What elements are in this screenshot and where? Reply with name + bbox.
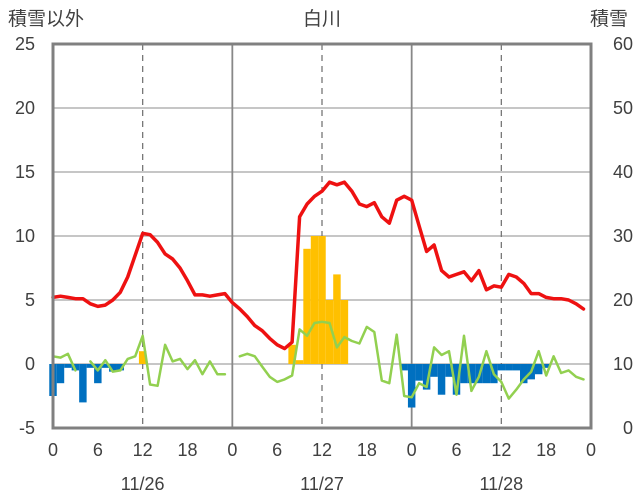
left-tick-label: 0 <box>25 354 35 374</box>
date-label: 11/27 <box>300 474 344 494</box>
date-label: 11/28 <box>479 474 523 494</box>
bar <box>400 364 408 371</box>
x-tick-label: 6 <box>451 440 461 460</box>
bar <box>437 364 446 395</box>
x-tick-label: 0 <box>227 440 237 460</box>
bar <box>56 364 65 384</box>
bar <box>303 248 311 364</box>
left-tick-label: -5 <box>19 418 35 438</box>
x-tick-label: 0 <box>407 440 417 460</box>
series-line-0 <box>51 180 586 351</box>
bar <box>534 364 543 375</box>
bar <box>86 364 95 368</box>
left-axis-label: 積雪以外 <box>8 8 84 30</box>
x-tick-label: 12 <box>312 440 332 460</box>
bar <box>318 236 326 364</box>
bar <box>101 364 110 368</box>
bar <box>64 364 72 368</box>
x-tick-label: 6 <box>93 440 103 460</box>
bar <box>520 364 528 384</box>
left-tick-label: 5 <box>25 290 35 310</box>
bar <box>295 360 304 364</box>
right-tick-label: 0 <box>623 418 633 438</box>
bar <box>430 364 438 377</box>
bar <box>79 364 87 403</box>
x-tick-label: 12 <box>133 440 153 460</box>
bar <box>542 364 550 368</box>
bars <box>49 236 550 408</box>
bar <box>340 300 349 364</box>
bar <box>415 364 423 381</box>
bar <box>467 364 476 384</box>
left-tick-label: 10 <box>15 226 35 246</box>
bar <box>94 364 102 384</box>
plot-frame <box>51 42 593 430</box>
date-label: 11/26 <box>121 474 165 494</box>
x-tick-label: 6 <box>272 440 282 460</box>
left-tick-label: 20 <box>15 98 35 118</box>
right-tick-label: 50 <box>613 98 633 118</box>
x-tick-label: 18 <box>357 440 377 460</box>
bar <box>512 364 521 371</box>
bar <box>333 274 341 364</box>
bar <box>310 236 319 364</box>
right-tick-label: 20 <box>613 290 633 310</box>
x-tick-label: 0 <box>586 440 596 460</box>
right-tick-label: 30 <box>613 226 633 246</box>
x-tick-label: 12 <box>491 440 511 460</box>
bar <box>422 364 431 390</box>
right-tick-label: 40 <box>613 162 633 182</box>
bar <box>407 364 416 408</box>
right-tick-label: 10 <box>613 354 633 374</box>
bar <box>71 364 80 371</box>
bar <box>445 364 453 377</box>
x-tick-label: 18 <box>177 440 197 460</box>
series-line-1 <box>51 320 585 400</box>
bar <box>138 351 147 364</box>
x-tick-label: 18 <box>536 440 556 460</box>
x-tick-label: 0 <box>48 440 58 460</box>
bar <box>452 364 461 395</box>
right-axis-label: 積雪 <box>590 8 628 30</box>
right-tick-label: 60 <box>613 34 633 54</box>
bar <box>460 364 468 384</box>
bar <box>325 300 334 364</box>
bar <box>288 344 296 364</box>
bar <box>497 364 506 371</box>
left-tick-label: 15 <box>15 162 35 182</box>
bar <box>505 364 513 371</box>
bar <box>482 364 491 384</box>
bar <box>109 364 117 372</box>
chart-title: 白川 <box>303 8 341 30</box>
left-tick-label: 25 <box>15 34 35 54</box>
bar <box>116 364 124 371</box>
